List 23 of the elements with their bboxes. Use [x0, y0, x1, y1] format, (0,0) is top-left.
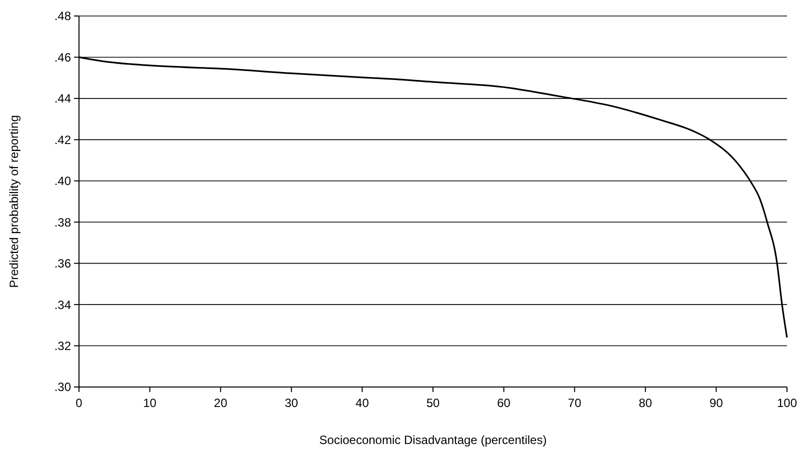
- x-tick-label: 30: [284, 396, 298, 410]
- x-tick-label: 40: [356, 396, 370, 410]
- y-tick-label: .30: [54, 380, 72, 394]
- x-tick-label: 0: [76, 396, 83, 410]
- x-tick-label: 70: [568, 396, 582, 410]
- y-tick-label: .46: [54, 50, 72, 64]
- x-tick-label: 50: [426, 396, 440, 410]
- y-tick-label: .48: [54, 9, 72, 24]
- x-tick-label: 90: [710, 396, 724, 410]
- x-tick-label: 100: [776, 396, 797, 410]
- y-tick-label: .42: [54, 132, 72, 147]
- x-tick-label: 10: [143, 396, 157, 410]
- y-tick-label: .44: [54, 92, 72, 106]
- y-tick-label: .40: [54, 174, 72, 188]
- x-tick-label: 20: [214, 396, 228, 410]
- y-tick-label: .34: [54, 298, 72, 312]
- x-axis-title: Socioeconomic Disadvantage (percentiles): [319, 433, 547, 447]
- x-tick-label: 60: [497, 396, 511, 410]
- y-axis-title: Predicted probability of reporting: [7, 115, 21, 288]
- y-tick-label: .38: [54, 215, 72, 230]
- y-tick-label: .36: [54, 256, 72, 271]
- x-tick-label: 80: [638, 396, 652, 410]
- y-tick-label: .32: [54, 338, 72, 353]
